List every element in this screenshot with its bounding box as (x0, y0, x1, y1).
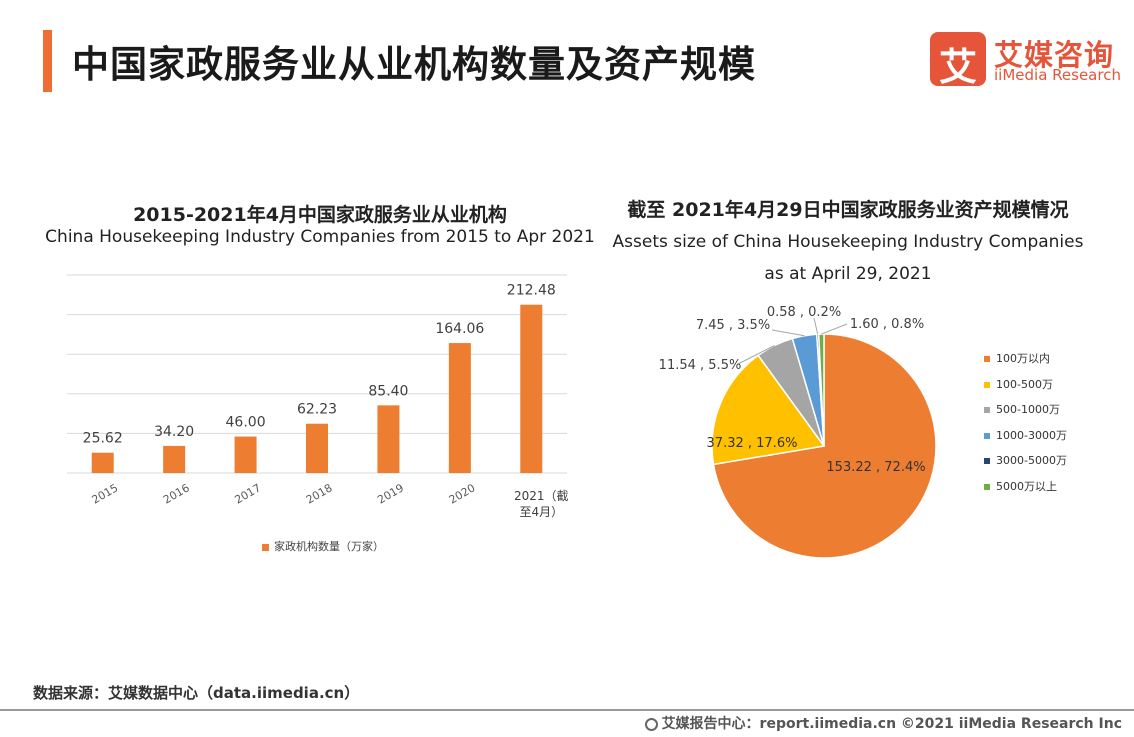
pie-data-label: 0.58 , 0.2% (767, 305, 841, 320)
pie-legend-item: 100万以内 (984, 350, 1067, 376)
x-tick-label: 2018 (304, 481, 335, 506)
logo-text-en: iiMedia Research (994, 66, 1121, 84)
footer-divider (0, 709, 1134, 711)
pie-legend-label: 100-500万 (996, 377, 1053, 391)
pie-data-label: 153.22 , 72.4% (826, 460, 925, 475)
page-title: 中国家政服务业从业机构数量及资产规模 (72, 43, 756, 86)
x-tick-label: 2017 (232, 481, 263, 506)
x-tick-label: 至4月） (519, 505, 563, 519)
bar-value-label: 164.06 (435, 321, 484, 337)
bar-value-label: 62.23 (297, 402, 337, 418)
logo-text-cn: 艾媒咨询 (994, 38, 1115, 72)
pie-legend-item: 1000-3000万 (984, 427, 1067, 453)
pie-slice (711, 354, 826, 466)
pie-data-label: 7.45 , 3.5% (696, 318, 770, 333)
pie-leader-line (737, 345, 775, 365)
pie-legend-label: 3000-5000万 (996, 454, 1067, 468)
bar (377, 405, 400, 473)
pie-legend-label: 1000-3000万 (996, 428, 1067, 442)
bar-value-label: 25.62 (83, 431, 123, 447)
pie-legend-item: 100-500万 (984, 376, 1067, 402)
pie-chart-subtitle-line1: Assets size of China Housekeeping Indust… (612, 232, 1084, 252)
pie-data-label: 1.60 , 0.8% (850, 317, 924, 332)
bar (234, 436, 257, 473)
bar-chart-title: 2015-2021年4月中国家政服务业从业机构 (133, 204, 507, 226)
bar-value-label: 212.48 (507, 283, 556, 299)
pie-chart-subtitle-line2: as at April 29, 2021 (764, 264, 932, 284)
pie-legend-label: 100万以内 (996, 352, 1050, 365)
bar-value-label: 85.40 (368, 383, 408, 399)
bar-chart-legend: 家政机构数量（万家） (262, 538, 384, 554)
pie-data-label: 11.54 , 5.5% (659, 358, 742, 373)
bar (163, 445, 186, 473)
logo-icon: 艾 (930, 32, 986, 89)
title-accent-bar (43, 30, 52, 92)
bar (520, 304, 543, 473)
x-tick-label: 2019 (375, 481, 406, 506)
bar (306, 423, 328, 473)
bar (448, 343, 471, 473)
pie-legend-item: 5000万以上 (984, 478, 1067, 504)
pie-chart-legend: 100万以内 100-500万 500-1000万 1000-3000万 3000-50… (984, 350, 1067, 504)
legend-swatch (984, 381, 990, 388)
pie-legend-label: 500-1000万 (996, 403, 1060, 417)
footer-text: 艾媒报告中心：report.iimedia.cn ©2021 iiMedia R… (661, 716, 1122, 732)
pie-legend-item: 500-1000万 (984, 401, 1067, 427)
bar-legend-label: 家政机构数量（万家） (274, 540, 384, 553)
x-tick-label: 2016 (161, 481, 192, 506)
globe-icon (644, 718, 658, 731)
pie-legend-label: 5000万以上 (996, 479, 1057, 493)
legend-swatch (984, 432, 990, 439)
pie-data-label: 37.32 , 17.6% (707, 436, 798, 451)
bar-value-label: 46.00 (226, 415, 266, 431)
pie-leader-line (821, 323, 848, 335)
data-source: 数据来源：艾媒数据中心（data.iimedia.cn） (33, 684, 360, 702)
pie-chart-title: 截至 2021年4月29日中国家政服务业资产规模情况 (627, 199, 1069, 221)
bar-chart-subtitle: China Housekeeping Industry Companies fr… (45, 227, 595, 247)
legend-swatch (984, 458, 990, 465)
footer: 艾媒报告中心：report.iimedia.cn ©2021 iiMedia R… (644, 713, 1122, 733)
x-tick-label: 2020 (447, 481, 478, 506)
legend-swatch (984, 407, 990, 414)
bar-value-label: 34.20 (154, 424, 194, 440)
legend-swatch (984, 356, 990, 362)
pie-leader-line (771, 329, 805, 337)
legend-swatch (262, 543, 269, 551)
pie-leader-line (813, 317, 819, 335)
x-tick-label: 2021（截 (514, 489, 569, 503)
legend-swatch (984, 483, 990, 490)
x-tick-label: 2015 (90, 481, 121, 506)
brand-logo: 艾 艾媒咨询 iiMedia Research (930, 32, 1121, 90)
bar (91, 452, 114, 473)
pie-legend-item: 3000-5000万 (984, 452, 1067, 478)
